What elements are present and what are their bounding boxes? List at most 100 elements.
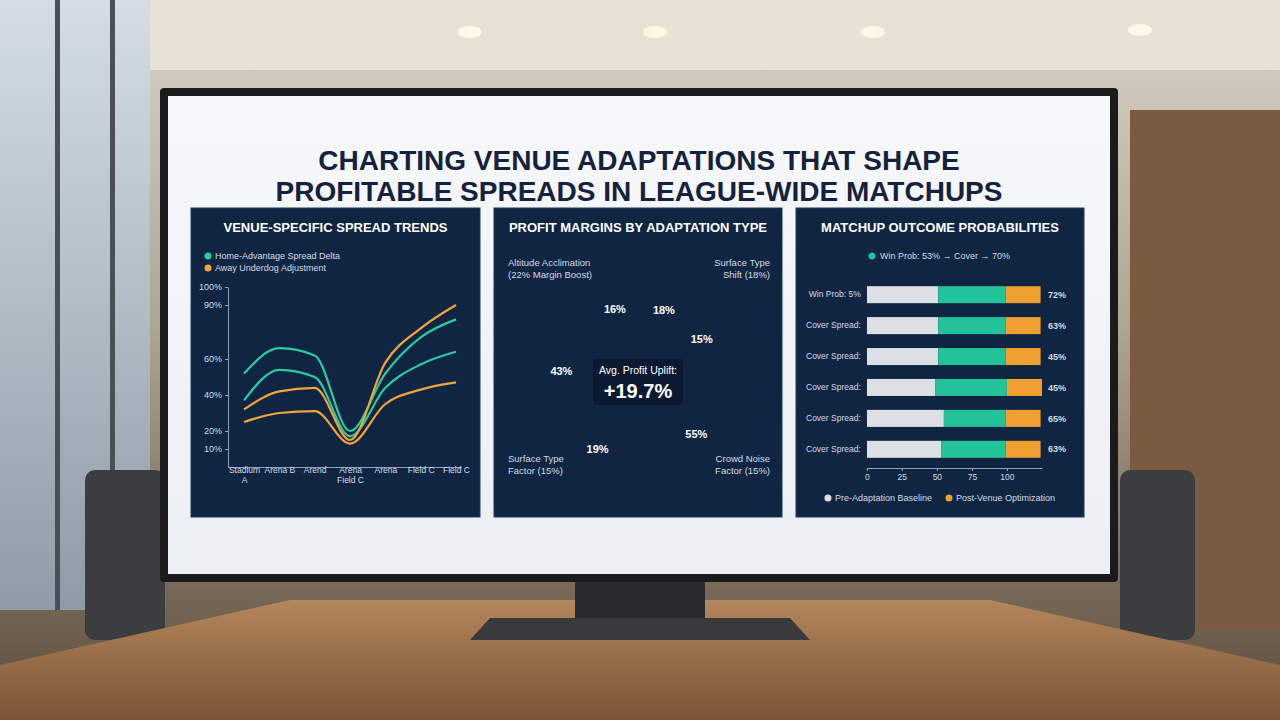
annotation-line: Surface Type: [508, 453, 564, 464]
ceiling-light: [643, 26, 667, 38]
bar-chart: MATCHUP OUTCOME PROBABILITIESWin Prob: 5…: [796, 208, 1084, 517]
tick-label: 100%: [199, 282, 222, 292]
tick: 50: [933, 468, 943, 482]
row-value-label: 45%: [1048, 352, 1066, 362]
x-axis: StadiumAArena BArendArenaField CArenaFie…: [228, 465, 470, 485]
tick-mark: [225, 449, 228, 450]
legend-swatch: [205, 253, 212, 260]
tick-label-line: Arend: [304, 465, 327, 475]
room: [0, 0, 1280, 720]
scene: CHARTING VENUE ADAPTATIONS THAT SHAPEPRO…: [0, 0, 1280, 720]
tick-label: Cover Spread:: [806, 444, 861, 454]
tick-mark: [225, 431, 228, 432]
monitor-bezel: [160, 88, 1118, 582]
tick-label: Arena: [375, 465, 398, 475]
bar-segment: [867, 286, 938, 303]
bar-segment: [938, 348, 1005, 365]
legend: Home-Advantage Spread DeltaAway Underdog…: [205, 251, 341, 273]
tick: 100: [1000, 468, 1014, 482]
annotation: Surface TypeShift (18%): [714, 257, 770, 280]
subtitle: Win Prob: 53% → Cover → 70%: [880, 251, 1010, 261]
row-value-label: 63%: [1048, 444, 1066, 454]
bar-segment: [938, 286, 1005, 303]
tick: Cover Spread:: [806, 382, 867, 392]
tick: 90%: [204, 300, 228, 310]
axis-line: [228, 288, 229, 468]
slice-labels: 18%15%55%19%43%16%: [550, 303, 713, 455]
panel: [796, 208, 1084, 517]
legend-swatch: [946, 495, 953, 502]
annotation: Altitude Acclimation(22% Margin Boost): [508, 257, 592, 280]
tick-label-line: A: [242, 475, 248, 485]
tick-label: Cover Spread:: [806, 382, 861, 392]
donut-chart: PROFIT MARGINS BY ADAPTATION TYPE18%15%5…: [494, 208, 782, 517]
ceiling-light: [861, 26, 885, 38]
tick: 75: [968, 468, 978, 482]
tick-mark: [225, 359, 228, 360]
bar-segment: [1006, 410, 1041, 427]
legend-swatch: [824, 495, 831, 502]
tick: Arend: [304, 465, 327, 475]
ceiling-light: [458, 26, 482, 38]
tick-label: Field C: [408, 465, 435, 475]
window-frame: [55, 0, 60, 610]
row-value-label: 65%: [1048, 414, 1066, 424]
tick-label: Field C: [443, 465, 470, 475]
tick: Cover Spread:: [806, 320, 867, 330]
wall: [0, 0, 1280, 720]
panel-title: VENUE-SPECIFIC SPREAD TRENDS: [224, 220, 448, 235]
tick-label-line: Arena: [375, 465, 398, 475]
tick-label: 20%: [204, 426, 222, 436]
tick-label: Cover Spread:: [806, 413, 861, 423]
tick-mark: [867, 468, 868, 471]
legend-label: Post-Venue Optimization: [956, 493, 1055, 503]
tick: 20%: [204, 426, 228, 436]
tick: ArenaField C: [337, 465, 364, 485]
center-box: [593, 359, 683, 405]
tick-mark: [225, 305, 228, 306]
tick-label: 25: [898, 472, 908, 482]
bar-segment: [1006, 286, 1041, 303]
tick-mark: [902, 468, 903, 471]
tick-mark: [937, 468, 938, 471]
panel-title-line: VENUE-SPECIFIC SPREAD TRENDS: [224, 220, 448, 235]
bars: [867, 286, 1042, 458]
tick: StadiumA: [229, 465, 260, 485]
annotation-line: (22% Margin Boost): [508, 269, 592, 280]
series-line: [244, 352, 456, 437]
monitor-base: [470, 618, 810, 640]
tick-label: 10%: [204, 444, 222, 454]
slice-label: 15%: [691, 333, 713, 345]
row-value-label: 45%: [1048, 383, 1066, 393]
bar-segment: [938, 317, 1005, 334]
main-title-line: CHARTING VENUE ADAPTATIONS THAT SHAPE: [318, 145, 959, 176]
tick-label: ArenaField C: [337, 465, 364, 485]
tick-label: Win Prob: 5%: [809, 289, 861, 299]
tick: Cover Spread:: [806, 444, 867, 454]
tick-mark: [225, 287, 228, 288]
annotation: Surface TypeFactor (15%): [508, 453, 564, 476]
subtitle-swatch: [868, 253, 875, 260]
series-line: [244, 382, 456, 443]
ceiling: [0, 0, 1280, 70]
annotation-line: Crowd Noise: [716, 453, 770, 464]
tick-label: 100: [1000, 472, 1014, 482]
x-axis: 0 25 50 75 100: [865, 468, 1043, 482]
tick-label: 50: [933, 472, 943, 482]
tick: Arena: [375, 465, 398, 475]
tick-label-line: Arena B: [265, 465, 296, 475]
bar-segment: [944, 410, 1006, 427]
legend-label: Pre-Adaptation Baseline: [835, 493, 932, 503]
tick-label: Arend: [304, 465, 327, 475]
slice-label: 16%: [604, 303, 626, 315]
bar-segment: [867, 379, 936, 396]
tick: 0: [865, 468, 870, 482]
tick-label: 60%: [204, 354, 222, 364]
legend: Pre-Adaptation Baseline Post-Venue Optimi…: [824, 493, 1055, 503]
chair: [1120, 470, 1195, 640]
legend-swatch: [205, 265, 212, 272]
tick: Field C: [408, 465, 435, 475]
chair: [85, 470, 165, 640]
slice-label: 18%: [653, 304, 675, 316]
y-axis: Win Prob: 5% Cover Spread: Cover Spread: Co…: [806, 289, 867, 454]
